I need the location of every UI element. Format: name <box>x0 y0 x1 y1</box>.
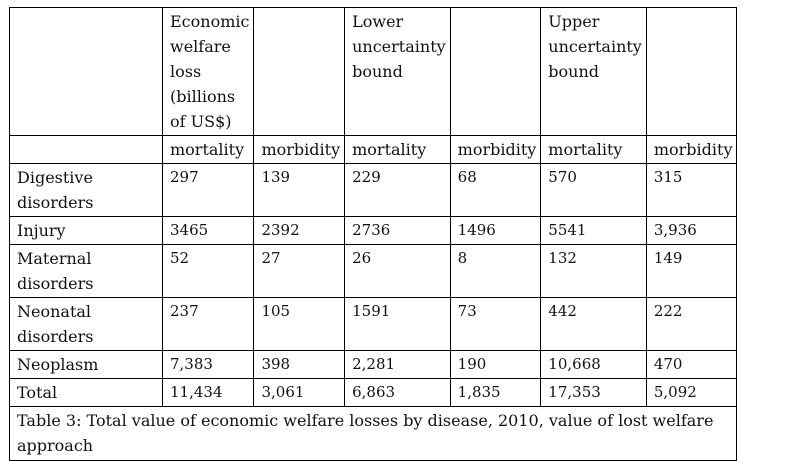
header-cell-empty <box>9 7 163 136</box>
header-cell-empty <box>253 7 346 136</box>
table-cell: 17,353 <box>540 378 647 407</box>
table-cell: 237 <box>161 297 255 351</box>
table-cell: 570 <box>540 163 647 217</box>
table-cell: 11,434 <box>161 378 255 407</box>
table-cell: 229 <box>344 163 451 217</box>
table-cell: 2736 <box>344 216 451 245</box>
table-cell: 5,092 <box>645 378 738 407</box>
table-cell: 315 <box>645 163 738 217</box>
table-cell: 139 <box>253 163 346 217</box>
table-cell: 73 <box>449 297 542 351</box>
table-cell: 149 <box>645 244 738 298</box>
table-row-total: Total 11,434 3,061 6,863 1,835 17,353 5,… <box>9 378 738 407</box>
header-lower-uncertainty-bound: Lower uncertainty bound <box>344 7 451 136</box>
table-cell: 10,668 <box>540 350 647 379</box>
table-row: Maternal disorders 52 27 26 8 132 149 <box>9 244 738 298</box>
sub-header-mortality: mortality <box>344 135 451 164</box>
header-economic-welfare-loss: Economic welfare loss (billions of US$) <box>161 7 255 136</box>
caption-row: Table 3: Total value of economic welfare… <box>8 406 738 461</box>
group-header-row: Economic welfare loss (billions of US$) … <box>9 7 738 136</box>
header-cell-empty <box>645 7 738 136</box>
table-cell: 26 <box>344 244 451 298</box>
welfare-loss-table: Economic welfare loss (billions of US$) … <box>8 7 738 461</box>
table-cell: 27 <box>253 244 346 298</box>
table-cell: 132 <box>540 244 647 298</box>
table-cell: 105 <box>253 297 346 351</box>
table-cell: 2,281 <box>344 350 451 379</box>
table-cell: 442 <box>540 297 647 351</box>
table-cell: 222 <box>645 297 738 351</box>
row-label: Maternal disorders <box>9 244 163 298</box>
table-cell: 6,863 <box>344 378 451 407</box>
sub-header-mortality: mortality <box>161 135 255 164</box>
sub-header-morbidity: morbidity <box>253 135 346 164</box>
row-label: Digestive disorders <box>9 163 163 217</box>
table-row: Neonatal disorders 237 105 1591 73 442 2… <box>9 297 738 351</box>
header-upper-uncertainty-bound: Upper uncertainty bound <box>540 7 647 136</box>
table-cell: 52 <box>161 244 255 298</box>
sub-header-row: mortality morbidity mortality morbidity … <box>9 135 738 164</box>
sub-header-morbidity: morbidity <box>645 135 738 164</box>
table-row: Injury 3465 2392 2736 1496 5541 3,936 <box>9 216 738 245</box>
table-caption: Table 3: Total value of economic welfare… <box>8 406 738 461</box>
table-cell: 5541 <box>540 216 647 245</box>
table-cell: 1496 <box>449 216 542 245</box>
table-cell: 3,936 <box>645 216 738 245</box>
table-cell: 2392 <box>253 216 346 245</box>
header-cell-empty <box>449 7 542 136</box>
table-cell: 1591 <box>344 297 451 351</box>
table-cell: 1,835 <box>449 378 542 407</box>
table-container: Economic welfare loss (billions of US$) … <box>8 7 738 461</box>
table-cell: 7,383 <box>161 350 255 379</box>
row-label: Injury <box>9 216 163 245</box>
table-cell: 398 <box>253 350 346 379</box>
table-cell: 8 <box>449 244 542 298</box>
table-row: Neoplasm 7,383 398 2,281 190 10,668 470 <box>9 350 738 379</box>
table-cell: 3465 <box>161 216 255 245</box>
table-cell: 190 <box>449 350 542 379</box>
sub-header-mortality: mortality <box>540 135 647 164</box>
sub-header-morbidity: morbidity <box>449 135 542 164</box>
row-label: Neoplasm <box>9 350 163 379</box>
table-cell: 3,061 <box>253 378 346 407</box>
table-row: Digestive disorders 297 139 229 68 570 3… <box>9 163 738 217</box>
table-cell: 297 <box>161 163 255 217</box>
row-label: Neonatal disorders <box>9 297 163 351</box>
table-cell: 470 <box>645 350 738 379</box>
table-cell: 68 <box>449 163 542 217</box>
sub-header-cell <box>9 135 163 164</box>
row-label: Total <box>9 378 163 407</box>
